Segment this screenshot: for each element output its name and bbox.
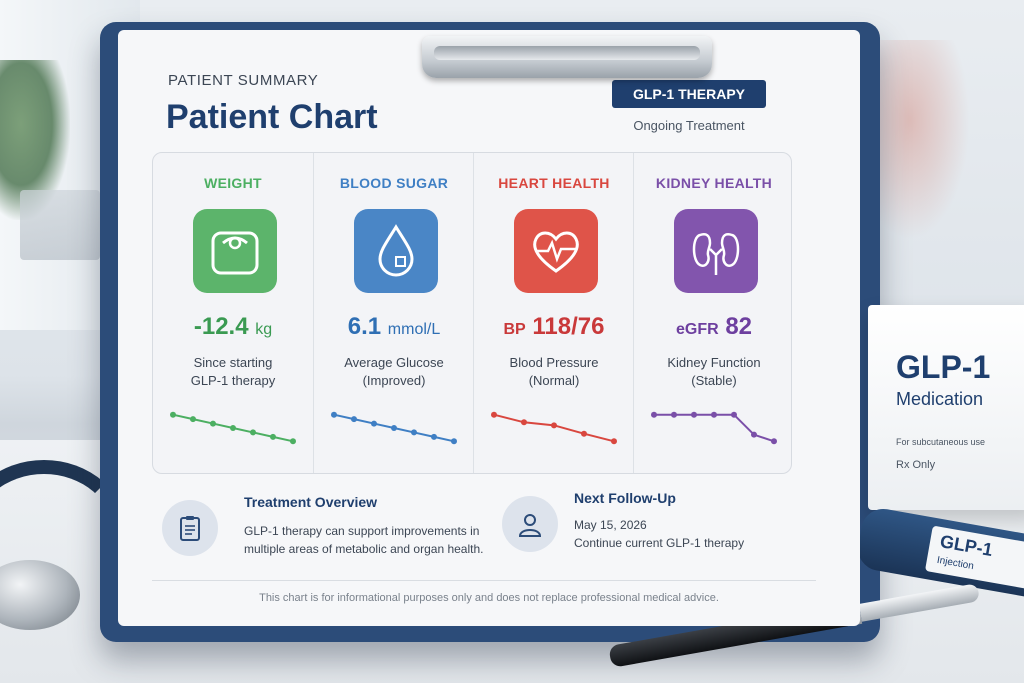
divider (152, 580, 816, 581)
trend-point (731, 411, 737, 418)
metric-desc-sub: (Stable) (691, 373, 737, 388)
egfr-trend-line (651, 411, 777, 445)
trend-point (611, 438, 617, 445)
metric-desc: Average Glucose (344, 355, 444, 370)
trend-point (431, 433, 437, 440)
clipboard-icon (162, 500, 218, 556)
pen-subtitle: Injection (936, 554, 975, 573)
medbox-usage: For subcutaneous use (896, 437, 986, 447)
medbox-subtitle: Medication (896, 389, 984, 409)
metric-weight: WEIGHT -12.4 kg Since starting GLP-1 the… (153, 153, 313, 473)
background-shelf (20, 190, 100, 260)
egfr-value: 82 (725, 313, 753, 340)
egfr-prefix: eGFR (675, 321, 719, 338)
person-icon (502, 496, 558, 552)
clipboard-clip (422, 36, 712, 78)
followup-note: Continue current GLP-1 therapy (574, 536, 745, 550)
medbox-title: GLP-1 (896, 349, 991, 385)
metric-desc: Since starting (193, 355, 273, 370)
metric-heart-health: HEART HEALTH BP 118/76 Blood Pressure (N… (473, 153, 634, 473)
bp-value: 118/76 (532, 313, 605, 340)
trend-point (170, 411, 176, 418)
heart-pulse-icon (514, 209, 598, 293)
metric-value: eGFR 82 (634, 313, 794, 341)
trend-point (671, 411, 677, 418)
trend-point (371, 420, 377, 427)
patient-chart-sheet: PATIENT SUMMARY Patient Chart GLP-1 THER… (118, 30, 860, 626)
trend-point (250, 429, 256, 436)
trend-point (290, 438, 296, 445)
metric-label: KIDNEY HEALTH (655, 175, 773, 191)
trend-point (691, 411, 697, 418)
trend-point (411, 429, 417, 436)
glucose-value: 6.1 (347, 313, 382, 340)
metric-label: HEART HEALTH (498, 175, 610, 191)
medbox-rx: Rx Only (896, 459, 936, 471)
next-follow-up: Next Follow-Up May 15, 2026 Continue cur… (502, 486, 792, 566)
trend-point (711, 411, 717, 418)
trend-point (230, 425, 236, 431)
trend-point (751, 431, 757, 438)
metric-desc: Kidney Function (667, 355, 761, 370)
trend-line (654, 413, 775, 443)
overview-text-line-2: multiple areas of metabolic and organ he… (244, 542, 484, 556)
bp-trend-line (491, 411, 617, 445)
followup-date: May 15, 2026 (574, 518, 647, 532)
treatment-overview: Treatment Overview GLP-1 therapy can sup… (162, 490, 483, 570)
kidneys-icon (674, 209, 758, 293)
trend-point (210, 420, 216, 427)
metric-blood-sugar: BLOOD SUGAR 6.1 mmol/L Average Glucose (… (313, 153, 474, 473)
trend-point (651, 411, 657, 418)
trend-point (451, 438, 457, 445)
medication-box: GLP-1 Medication For subcutaneous use Rx… (868, 305, 1024, 510)
trend-point (190, 416, 196, 423)
weight-change-value: -12.4 (193, 313, 249, 340)
followup-title: Next Follow-Up (574, 490, 676, 506)
chart-title: Patient Chart (166, 98, 378, 136)
overview-text-line-1: GLP-1 therapy can support improvements i… (244, 524, 480, 538)
trend-point (391, 425, 397, 431)
glucose-trend-line (331, 411, 457, 445)
trend-point (521, 419, 527, 426)
metrics-panel: WEIGHT -12.4 kg Since starting GLP-1 the… (152, 152, 792, 474)
weight-unit: kg (255, 321, 273, 338)
scale-icon (193, 209, 277, 293)
trend-point (551, 422, 557, 429)
metric-value: -12.4 kg (153, 313, 313, 341)
overview-title: Treatment Overview (244, 494, 378, 510)
metric-desc-sub: (Improved) (362, 373, 426, 388)
water-drop-icon (354, 209, 438, 293)
weight-trend-line (170, 411, 296, 445)
stethoscope-head (0, 560, 80, 630)
therapy-status: Ongoing Treatment (633, 118, 745, 133)
metric-value: 6.1 mmol/L (314, 313, 474, 341)
metric-label: WEIGHT (204, 175, 262, 191)
trend-point (351, 416, 357, 423)
disclaimer: This chart is for informational purposes… (259, 592, 719, 604)
glucose-unit: mmol/L (387, 321, 441, 338)
bp-prefix: BP (503, 321, 526, 338)
trend-point (331, 411, 337, 418)
trend-point (581, 430, 587, 437)
trend-point (270, 433, 276, 440)
metric-desc-sub: GLP-1 therapy (190, 373, 276, 388)
chart-eyebrow: PATIENT SUMMARY (168, 72, 319, 89)
trend-point (771, 438, 777, 445)
metric-value: BP 118/76 (474, 313, 634, 341)
metric-label: BLOOD SUGAR (339, 175, 449, 191)
metric-desc-sub: (Normal) (528, 373, 580, 388)
therapy-badge: GLP-1 THERAPY (612, 80, 766, 108)
trend-point (491, 411, 497, 418)
metric-desc: Blood Pressure (509, 355, 599, 370)
metric-kidney-health: KIDNEY HEALTH eGFR 82 Kidney Function (S… (633, 153, 794, 473)
